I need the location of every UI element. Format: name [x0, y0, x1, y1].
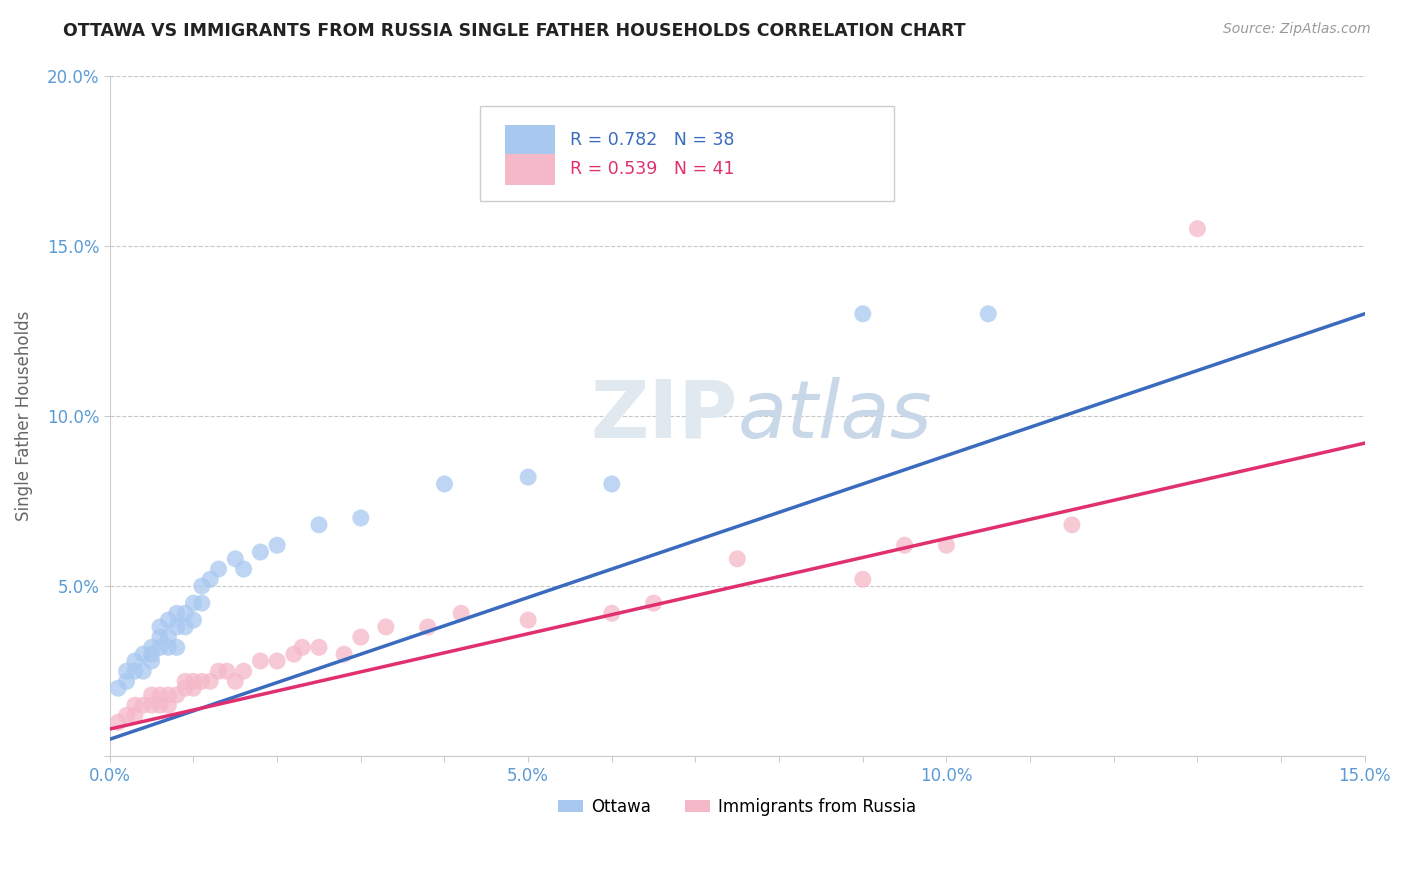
Point [141, 654, 163, 668]
Point [600, 477, 623, 491]
Point [149, 620, 172, 634]
Point [157, 630, 180, 644]
Point [149, 630, 172, 644]
Point [157, 640, 180, 655]
Point [893, 538, 915, 552]
Text: R = 0.782   N = 38: R = 0.782 N = 38 [571, 131, 735, 149]
Point [166, 607, 188, 621]
Point [1060, 517, 1083, 532]
Point [107, 681, 129, 696]
Point [416, 620, 439, 634]
Text: R = 0.539   N = 41: R = 0.539 N = 41 [571, 161, 735, 178]
Point [232, 562, 254, 576]
Point [450, 607, 472, 621]
Point [1187, 221, 1209, 235]
Point [350, 630, 373, 644]
Point [107, 715, 129, 730]
Point [183, 613, 205, 627]
Point [308, 517, 330, 532]
Point [174, 607, 197, 621]
Point [207, 562, 229, 576]
Point [183, 674, 205, 689]
Point [149, 688, 172, 702]
Point [374, 620, 396, 634]
Text: atlas: atlas [737, 377, 932, 455]
Point [191, 674, 214, 689]
Point [157, 688, 180, 702]
Point [115, 708, 138, 723]
Point [157, 698, 180, 713]
Point [207, 664, 229, 678]
Point [141, 698, 163, 713]
Point [166, 640, 188, 655]
Point [600, 607, 623, 621]
Point [852, 307, 875, 321]
Point [115, 664, 138, 678]
Point [149, 640, 172, 655]
FancyBboxPatch shape [505, 154, 555, 185]
Point [166, 620, 188, 634]
Point [977, 307, 1000, 321]
Point [333, 647, 356, 661]
FancyBboxPatch shape [479, 106, 894, 202]
Point [124, 664, 146, 678]
Point [183, 681, 205, 696]
Point [141, 647, 163, 661]
Point [124, 698, 146, 713]
Point [174, 620, 197, 634]
Legend: Ottawa, Immigrants from Russia: Ottawa, Immigrants from Russia [551, 791, 922, 822]
Point [149, 698, 172, 713]
Point [166, 688, 188, 702]
Point [191, 579, 214, 593]
FancyBboxPatch shape [505, 125, 555, 155]
Point [249, 654, 271, 668]
Text: ZIP: ZIP [591, 377, 737, 455]
Point [224, 674, 246, 689]
Point [141, 640, 163, 655]
Point [132, 664, 155, 678]
Point [200, 674, 222, 689]
Point [266, 538, 288, 552]
Y-axis label: Single Father Households: Single Father Households [15, 310, 32, 521]
Point [174, 674, 197, 689]
Point [517, 613, 540, 627]
Point [124, 708, 146, 723]
Point [132, 647, 155, 661]
Point [215, 664, 238, 678]
Text: OTTAWA VS IMMIGRANTS FROM RUSSIA SINGLE FATHER HOUSEHOLDS CORRELATION CHART: OTTAWA VS IMMIGRANTS FROM RUSSIA SINGLE … [63, 22, 966, 40]
Point [852, 572, 875, 586]
Point [224, 552, 246, 566]
Point [266, 654, 288, 668]
Point [308, 640, 330, 655]
Point [350, 511, 373, 525]
Point [141, 688, 163, 702]
Point [643, 596, 665, 610]
Point [183, 596, 205, 610]
Point [249, 545, 271, 559]
Point [174, 681, 197, 696]
Point [132, 698, 155, 713]
Point [115, 674, 138, 689]
Point [283, 647, 305, 661]
Point [157, 613, 180, 627]
Point [232, 664, 254, 678]
Point [291, 640, 314, 655]
Text: Source: ZipAtlas.com: Source: ZipAtlas.com [1223, 22, 1371, 37]
Point [200, 572, 222, 586]
Point [517, 470, 540, 484]
Point [191, 596, 214, 610]
Point [433, 477, 456, 491]
Point [725, 552, 748, 566]
Point [935, 538, 957, 552]
Point [124, 654, 146, 668]
